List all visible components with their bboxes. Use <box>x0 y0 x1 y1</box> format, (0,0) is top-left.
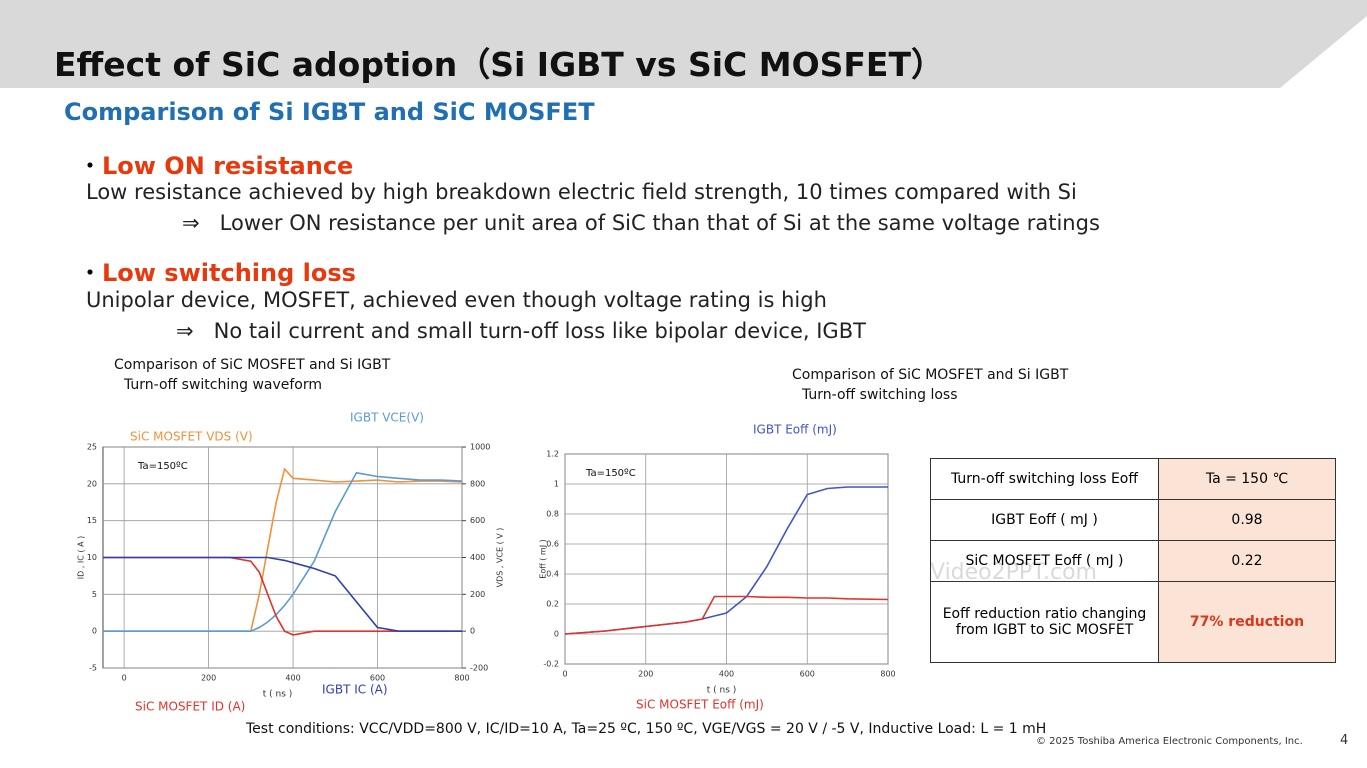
x-axis-label: t ( ns ) <box>263 690 293 700</box>
x-tick-label: 200 <box>201 674 216 683</box>
x-tick-label: 0 <box>562 670 567 679</box>
bullet: ・Low ON resistance <box>78 146 353 181</box>
series-line <box>103 471 463 632</box>
x-tick-label: 800 <box>454 674 469 683</box>
y-tick-label: 10 <box>87 553 97 562</box>
arrow: ⇒ <box>176 319 194 343</box>
y2-axis-label: VDS , VCE ( V ) <box>496 528 505 588</box>
series-line <box>103 556 462 632</box>
table-cell: Eoff reduction ratio changing from IGBT … <box>930 581 1159 663</box>
series-label: SiC MOSFET ID (A) <box>135 700 245 714</box>
chart-subtitle: Turn-off switching waveform <box>123 377 322 393</box>
x-tick-label: 600 <box>800 670 815 679</box>
arrow: ⇒ <box>182 211 200 235</box>
bullet-detail: ⇒ No tail current and small turn-off los… <box>176 319 866 343</box>
copyright: © 2025 Toshiba America Electronic Compon… <box>1036 736 1303 747</box>
y-tick-label: 0.4 <box>546 570 559 579</box>
bullet-heading: Low ON resistance <box>102 152 354 180</box>
bullet-detail: ⇒ Lower ON resistance per unit area of S… <box>182 211 1100 235</box>
series-label: IGBT IC (A) <box>322 683 388 697</box>
y-tick-label: -5 <box>89 664 97 673</box>
bullet-marker: ・ <box>78 152 102 180</box>
y-tick-label: 0.2 <box>546 600 559 609</box>
series-label: IGBT Eoff (mJ) <box>753 423 837 437</box>
y-tick-label: 25 <box>87 443 97 452</box>
header-band <box>0 0 1367 88</box>
y-tick-label: 0 <box>92 627 97 636</box>
annotation: Ta=150ºC <box>137 461 188 472</box>
y2-tick-label: 400 <box>470 553 485 562</box>
y-tick-label: 1 <box>554 480 559 489</box>
y-tick-label: 0.8 <box>546 510 559 519</box>
loss-table: Turn-off switching loss Eoff Ta = 150 ℃ I… <box>930 458 1336 663</box>
chart-subtitle: Turn-off switching loss <box>801 387 958 403</box>
page-number: 4 <box>1340 733 1349 748</box>
title: Effect of SiC adoption（Si IGBT vs SiC MO… <box>54 45 944 84</box>
x-tick-label: 600 <box>370 674 385 683</box>
series-label: SiC MOSFET Eoff (mJ) <box>636 698 764 712</box>
annotation-box <box>132 456 194 476</box>
annotation-box <box>580 463 642 483</box>
y-axis-label: ID , IC ( A ) <box>77 536 86 579</box>
y2-tick-label: 600 <box>470 516 485 525</box>
y2-tick-label: 0 <box>470 627 475 636</box>
table-cell: Turn-off switching loss Eoff <box>930 458 1159 500</box>
y-tick-label: 20 <box>87 479 97 488</box>
detail-text: No tail current and small turn-off loss … <box>213 319 866 343</box>
bullet-heading: Low switching loss <box>102 259 356 287</box>
test-conditions: Test conditions: VCC/VDD=800 V, IC/ID=10… <box>246 721 1047 737</box>
subtitle: Comparison of Si IGBT and SiC MOSFET <box>64 98 595 126</box>
x-tick-label: 200 <box>638 670 653 679</box>
table-cell: 0.22 <box>1158 540 1336 582</box>
y-tick-label: 15 <box>87 516 97 525</box>
watermark: Video2PPT.com <box>930 560 1097 585</box>
y-tick-label: 1.2 <box>546 450 559 459</box>
y2-tick-label: 200 <box>470 590 485 599</box>
table-cell: IGBT Eoff ( mJ ) <box>930 499 1159 541</box>
y-axis-label: Eoff ( mJ ) <box>539 539 548 578</box>
y2-tick-label: 1000 <box>470 443 490 452</box>
x-axis-label: t ( ns ) <box>707 686 737 696</box>
table-cell: Ta = 150 ℃ <box>1158 458 1336 500</box>
bullet-text: Unipolar device, MOSFET, achieved even t… <box>86 288 827 312</box>
y-tick-label: 0 <box>554 630 559 639</box>
y2-tick-label: 800 <box>470 479 485 488</box>
table-cell: 0.98 <box>1158 499 1336 541</box>
table-cell: 77% reduction <box>1158 581 1336 663</box>
y2-tick-label: -200 <box>470 664 488 673</box>
bullet-text: Low resistance achieved by high breakdow… <box>86 180 1077 204</box>
x-tick-label: 800 <box>880 670 895 679</box>
series-line <box>564 595 889 635</box>
detail-text: Lower ON resistance per unit area of SiC… <box>219 211 1100 235</box>
x-tick-label: 0 <box>122 674 127 683</box>
chart-title: Comparison of SiC MOSFET and Si IGBT <box>114 357 391 373</box>
y-tick-label: 5 <box>92 590 97 599</box>
series-label: SiC MOSFET VDS (V) <box>130 430 253 444</box>
bullet: ・Low switching loss <box>78 253 356 288</box>
chart-title: Comparison of SiC MOSFET and Si IGBT <box>792 367 1069 383</box>
bullet-marker: ・ <box>78 259 102 287</box>
x-tick-label: 400 <box>719 670 734 679</box>
x-tick-label: 400 <box>285 674 300 683</box>
y-tick-label: -0.2 <box>543 660 559 669</box>
series-label: IGBT VCE(V) <box>350 411 424 425</box>
annotation: Ta=150ºC <box>585 468 636 479</box>
y-tick-label: 0.6 <box>546 540 559 549</box>
